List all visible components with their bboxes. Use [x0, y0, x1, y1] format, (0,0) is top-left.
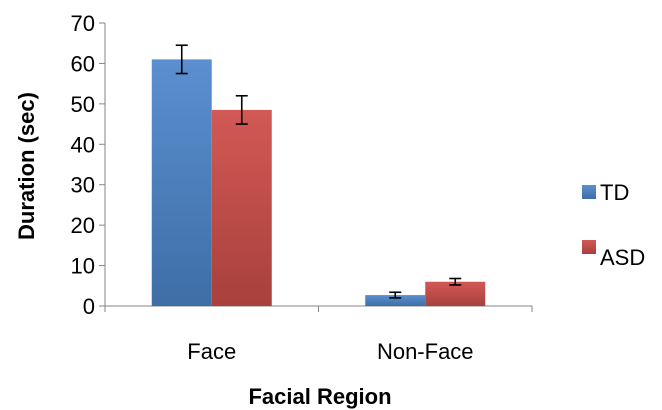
y-axis-title: Duration (sec) [14, 92, 39, 240]
y-tick-label-70: 70 [71, 11, 95, 36]
x-tick-label-face: Face [187, 339, 236, 364]
bar-asd-face [211, 109, 272, 307]
legend-label-td: TD [600, 180, 629, 205]
y-tick-label-50: 50 [71, 92, 95, 117]
y-tick-label-10: 10 [71, 254, 95, 279]
legend-swatch-td [582, 185, 596, 199]
legend-swatch-asd [582, 240, 596, 254]
bar-td-non-face [365, 295, 426, 306]
y-tick-label-40: 40 [71, 132, 95, 157]
y-tick-label-30: 30 [71, 173, 95, 198]
x-tick-label-non-face: Non-Face [377, 339, 474, 364]
plot-area: 0 10 20 30 40 50 60 70 Face Non-Face [71, 11, 533, 364]
legend-label-asd: ASD [600, 245, 645, 270]
y-tick-label-60: 60 [71, 51, 95, 76]
y-tick-label-0: 0 [83, 294, 95, 319]
y-tick-label-20: 20 [71, 213, 95, 238]
x-axis-title: Facial Region [248, 384, 391, 409]
bar-asd-non-face [425, 281, 486, 306]
bar-td-face [151, 59, 212, 307]
legend: TD ASD [582, 180, 645, 270]
